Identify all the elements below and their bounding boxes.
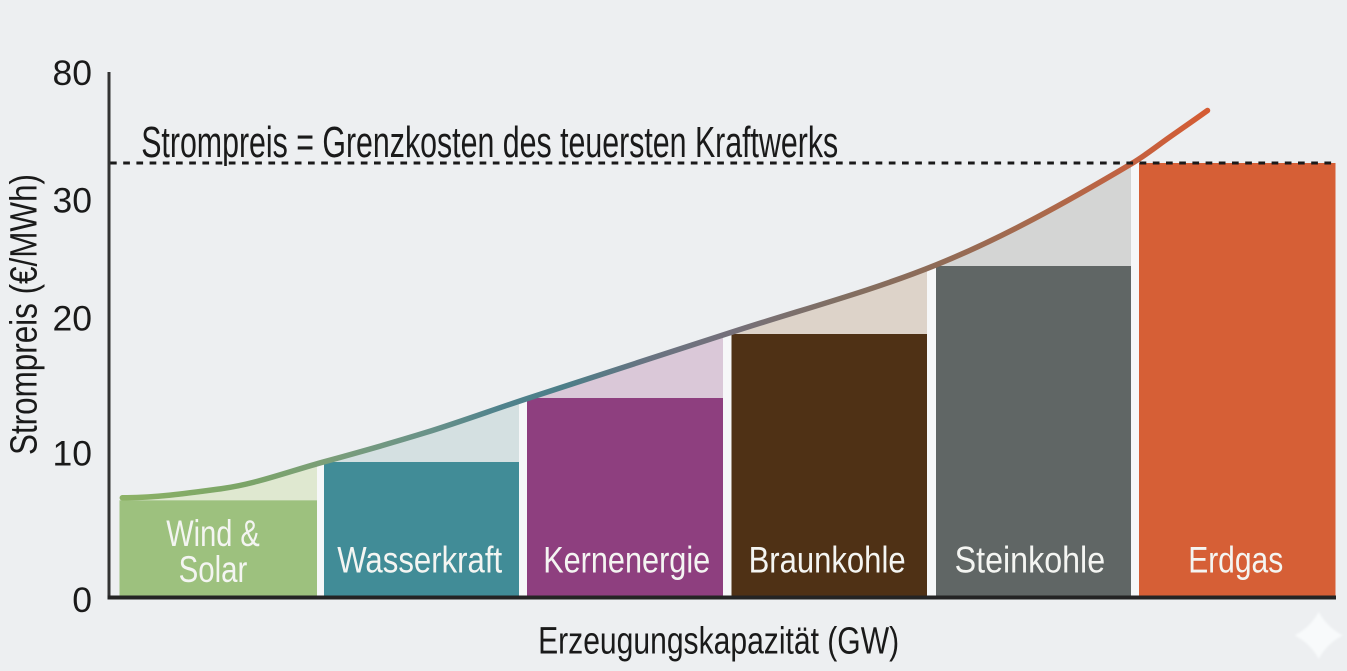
svg-text:Strompreis (€/MWh): Strompreis (€/MWh) — [4, 174, 46, 455]
svg-text:Solar: Solar — [179, 549, 248, 590]
svg-text:30: 30 — [53, 181, 93, 221]
svg-text:Wasserkraft: Wasserkraft — [337, 540, 503, 581]
svg-text:Strompreis = Grenzkosten des t: Strompreis = Grenzkosten des teuersten K… — [141, 118, 838, 167]
svg-text:Erzeugungskapazität (GW): Erzeugungskapazität (GW) — [538, 621, 899, 663]
svg-text:0: 0 — [72, 580, 92, 620]
svg-text:10: 10 — [53, 434, 93, 474]
svg-text:Braunkohle: Braunkohle — [749, 540, 906, 581]
svg-text:Steinkohle: Steinkohle — [955, 540, 1106, 581]
svg-text:Kernenergie: Kernenergie — [543, 540, 710, 581]
svg-text:Wind &: Wind & — [166, 513, 260, 554]
svg-text:20: 20 — [53, 299, 93, 339]
svg-text:Erdgas: Erdgas — [1188, 540, 1283, 581]
svg-text:80: 80 — [53, 53, 93, 93]
